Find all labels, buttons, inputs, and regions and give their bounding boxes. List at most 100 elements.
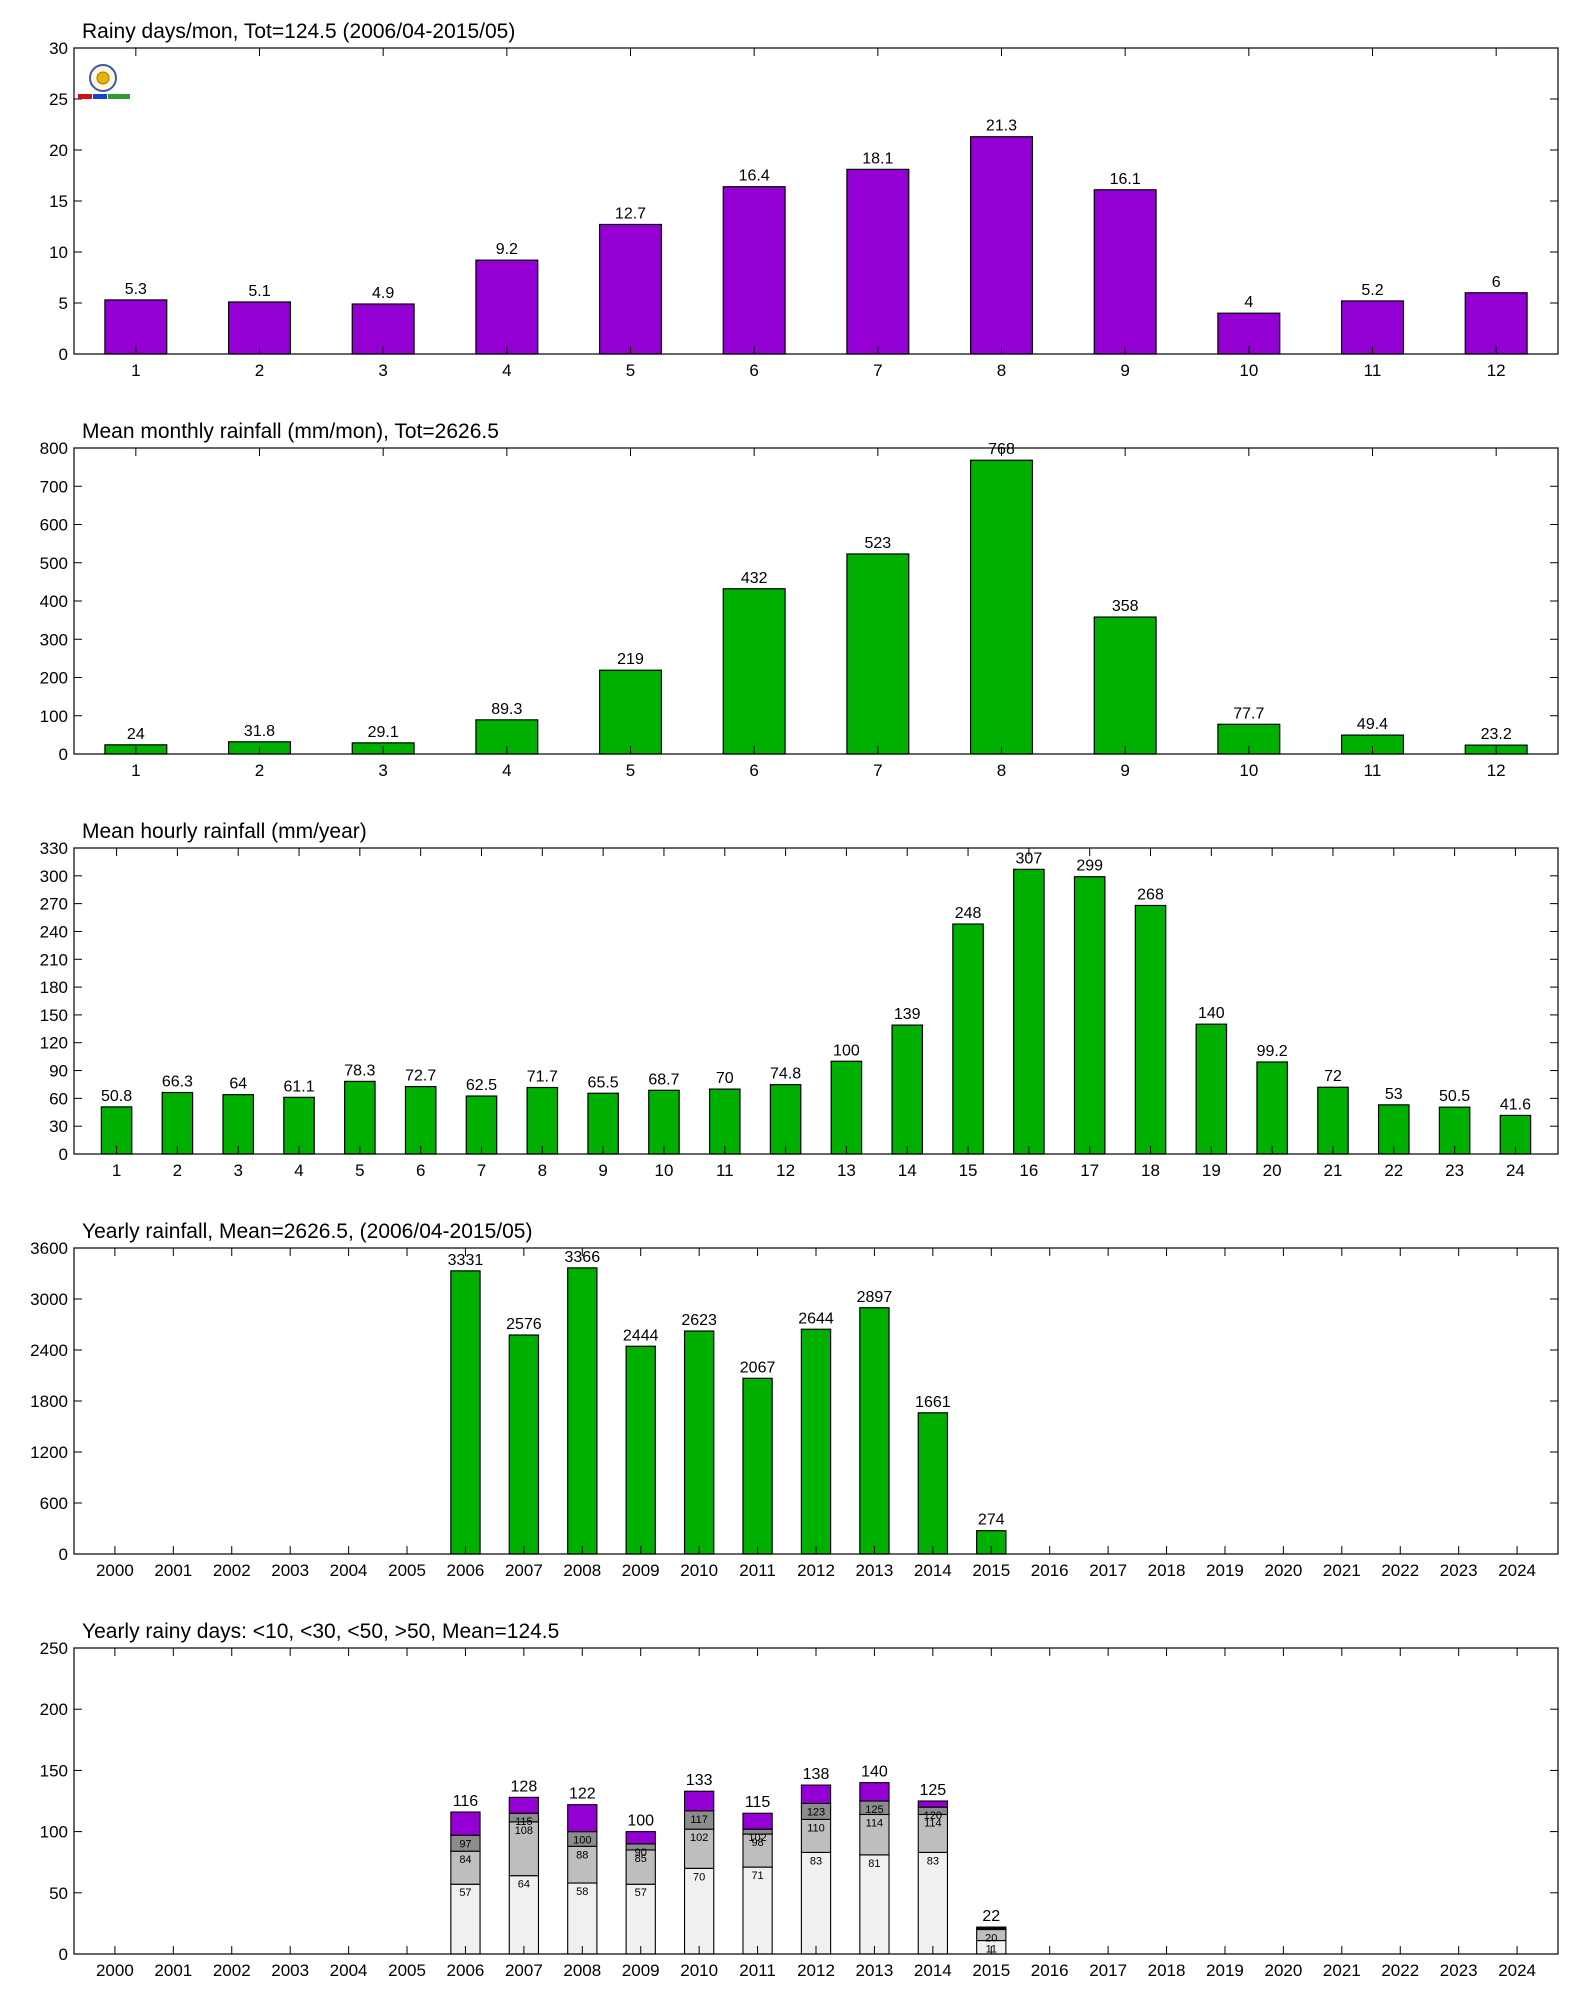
y-tick-label: 10 bbox=[49, 243, 68, 262]
value-label: 4.9 bbox=[372, 285, 394, 302]
value-label: 23.2 bbox=[1481, 726, 1512, 743]
value-label: 61.1 bbox=[283, 1078, 314, 1095]
value-label: 29.1 bbox=[368, 724, 399, 741]
value-label: 24 bbox=[127, 726, 145, 743]
total-label: 140 bbox=[861, 1764, 888, 1781]
x-tick-label: 2 bbox=[173, 1161, 182, 1180]
stack-segment-2009-2 bbox=[625, 1849, 656, 1885]
stack-segment-2006-2 bbox=[450, 1850, 481, 1885]
x-tick-label: 15 bbox=[959, 1161, 978, 1180]
x-tick-label: 8 bbox=[997, 761, 1006, 780]
y-tick-label: 600 bbox=[40, 516, 68, 535]
stack-segment-2013-4 bbox=[859, 1782, 890, 1802]
x-tick-label: 3 bbox=[378, 361, 387, 380]
x-tick-label: 2002 bbox=[213, 1961, 251, 1980]
y-tick-label: 2400 bbox=[30, 1341, 68, 1360]
x-tick-label: 2016 bbox=[1031, 1961, 1069, 1980]
y-tick-label: 300 bbox=[40, 630, 68, 649]
stack-segment-2014-1 bbox=[917, 1851, 949, 1955]
x-tick-label: 7 bbox=[873, 761, 882, 780]
y-tick-label: 30 bbox=[49, 1117, 68, 1136]
segment-label: 90 bbox=[635, 1847, 647, 1859]
bar-11 bbox=[708, 1088, 741, 1155]
x-tick-label: 9 bbox=[1120, 761, 1129, 780]
bar-22 bbox=[1377, 1104, 1410, 1155]
bar-12 bbox=[769, 1084, 802, 1155]
value-label: 248 bbox=[955, 905, 982, 922]
chart-title: Rainy days/mon, Tot=124.5 (2006/04-2015/… bbox=[82, 20, 515, 43]
x-tick-label: 2020 bbox=[1264, 1561, 1302, 1580]
bar-2006 bbox=[450, 1270, 481, 1555]
x-tick-label: 2009 bbox=[622, 1561, 660, 1580]
y-tick-label: 100 bbox=[40, 1823, 68, 1842]
x-tick-label: 2005 bbox=[388, 1561, 426, 1580]
total-label: 22 bbox=[982, 1908, 1000, 1925]
x-tick-label: 13 bbox=[837, 1161, 856, 1180]
x-tick-label: 7 bbox=[873, 361, 882, 380]
bar-1 bbox=[104, 299, 168, 355]
segment-label: 57 bbox=[635, 1887, 647, 1899]
x-tick-label: 12 bbox=[1487, 361, 1506, 380]
bar-5 bbox=[598, 669, 663, 755]
x-tick-label: 6 bbox=[749, 761, 758, 780]
y-tick-label: 1200 bbox=[30, 1443, 68, 1462]
x-tick-label: 5 bbox=[355, 1161, 364, 1180]
y-tick-label: 5 bbox=[59, 294, 68, 313]
bar-3 bbox=[222, 1094, 255, 1155]
segment-label: 81 bbox=[868, 1858, 880, 1870]
y-tick-label: 500 bbox=[40, 554, 68, 573]
value-label: 77.7 bbox=[1233, 705, 1264, 722]
stack-segment-2009-1 bbox=[625, 1883, 656, 1955]
x-tick-label: 2003 bbox=[271, 1961, 309, 1980]
x-tick-label: 2008 bbox=[563, 1961, 601, 1980]
value-label: 74.8 bbox=[770, 1066, 801, 1083]
x-tick-label: 2009 bbox=[622, 1961, 660, 1980]
value-label: 89.3 bbox=[491, 701, 522, 718]
stack-segment-2014-4 bbox=[917, 1800, 949, 1808]
x-tick-label: 2001 bbox=[154, 1961, 192, 1980]
value-label: 4 bbox=[1244, 294, 1253, 311]
bar-15 bbox=[952, 923, 984, 1155]
stack-segment-2010-1 bbox=[683, 1867, 715, 1955]
segment-label: 120 bbox=[924, 1810, 942, 1822]
x-tick-label: 2000 bbox=[96, 1561, 134, 1580]
x-tick-label: 2018 bbox=[1148, 1961, 1186, 1980]
value-label: 2444 bbox=[623, 1327, 659, 1344]
x-tick-label: 2024 bbox=[1498, 1961, 1536, 1980]
value-label: 5.3 bbox=[125, 281, 147, 298]
segment-label: 108 bbox=[515, 1825, 533, 1837]
x-tick-label: 2 bbox=[255, 761, 264, 780]
total-label: 122 bbox=[569, 1786, 596, 1803]
bar-6 bbox=[722, 186, 786, 355]
value-label: 21.3 bbox=[986, 118, 1017, 135]
x-tick-label: 2022 bbox=[1381, 1561, 1419, 1580]
x-tick-label: 7 bbox=[477, 1161, 486, 1180]
x-tick-label: 1 bbox=[112, 1161, 121, 1180]
value-label: 16.1 bbox=[1110, 171, 1141, 188]
segment-label: 123 bbox=[807, 1806, 825, 1818]
value-label: 2644 bbox=[798, 1310, 834, 1327]
value-label: 66.3 bbox=[162, 1074, 193, 1091]
logo-mark-red bbox=[78, 94, 92, 99]
stack-segment-2008-4 bbox=[567, 1804, 598, 1833]
y-tick-label: 700 bbox=[40, 477, 68, 496]
value-label: 2897 bbox=[857, 1289, 893, 1306]
y-tick-label: 150 bbox=[40, 1761, 68, 1780]
y-tick-label: 800 bbox=[40, 439, 68, 458]
y-tick-label: 400 bbox=[40, 592, 68, 611]
bar-18 bbox=[1134, 904, 1167, 1155]
y-tick-label: 0 bbox=[59, 1145, 68, 1164]
total-label: 100 bbox=[627, 1813, 654, 1830]
bar-13 bbox=[830, 1060, 863, 1155]
chart-panel-4: 3331 2576 3366 2444 2623 2067 2644 2897 1661 274 0… bbox=[30, 1220, 1559, 1580]
value-label: 71.7 bbox=[527, 1069, 558, 1086]
bar-12 bbox=[1464, 292, 1528, 355]
value-label: 64 bbox=[229, 1076, 247, 1093]
x-tick-label: 2007 bbox=[505, 1561, 543, 1580]
x-tick-label: 2019 bbox=[1206, 1961, 1244, 1980]
y-tick-label: 240 bbox=[40, 922, 68, 941]
value-label: 299 bbox=[1076, 858, 1103, 875]
bar-6 bbox=[404, 1085, 437, 1155]
value-label: 78.3 bbox=[344, 1062, 375, 1079]
x-tick-label: 4 bbox=[294, 1161, 303, 1180]
